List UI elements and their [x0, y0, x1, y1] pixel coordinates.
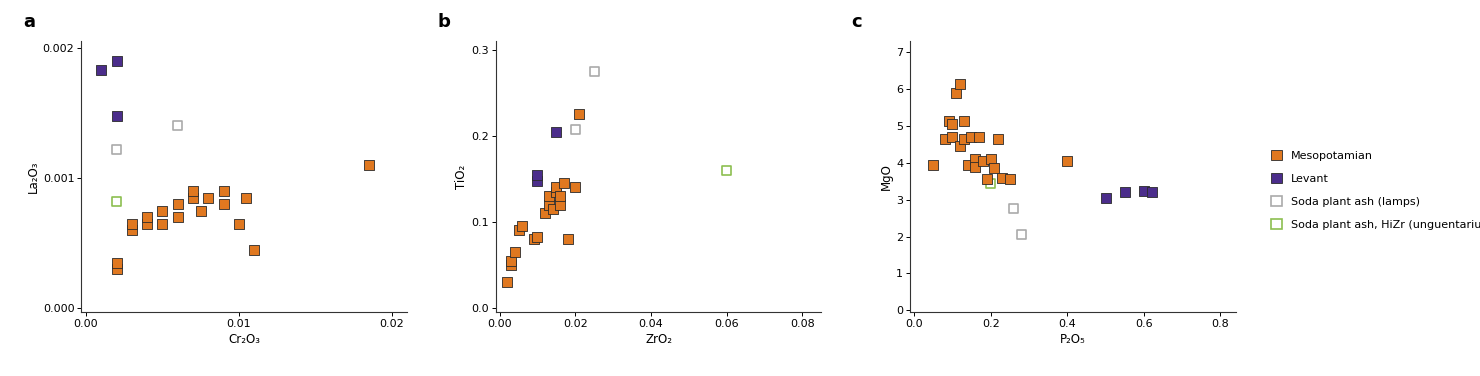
Point [135, 221, 158, 227]
Point [552, 180, 576, 186]
Point [545, 185, 568, 191]
Point [975, 176, 999, 182]
Point [1094, 195, 1117, 201]
Point [135, 214, 158, 220]
Point [564, 185, 588, 191]
Point [963, 156, 987, 162]
Point [499, 258, 522, 264]
Point [949, 81, 972, 87]
Point [949, 143, 972, 149]
Point [971, 158, 995, 164]
Point [105, 146, 129, 152]
Point [105, 266, 129, 272]
Point [583, 68, 607, 74]
Point [166, 201, 189, 207]
Point [940, 121, 963, 127]
Point [499, 262, 522, 268]
Point [533, 210, 556, 216]
Point [978, 180, 1002, 186]
Point [226, 221, 250, 227]
Point [166, 214, 189, 220]
Point [181, 194, 204, 200]
Point [987, 136, 1011, 142]
Point [715, 167, 739, 173]
Point [105, 112, 129, 118]
Point [166, 123, 189, 129]
Point [956, 162, 980, 168]
Point [357, 162, 380, 168]
Point [105, 58, 129, 64]
Point [556, 236, 580, 242]
Point [235, 194, 259, 200]
Point [978, 156, 1002, 162]
Point [932, 136, 956, 142]
Point [181, 188, 204, 194]
Point [506, 227, 530, 233]
Point [151, 221, 175, 227]
Point [963, 164, 987, 170]
X-axis label: ZrO₂: ZrO₂ [645, 333, 672, 346]
Point [540, 206, 564, 212]
Point [952, 136, 975, 142]
X-axis label: Cr₂O₃: Cr₂O₃ [228, 333, 260, 346]
Point [89, 67, 112, 73]
Point [1140, 190, 1163, 196]
Point [511, 223, 534, 229]
Point [998, 176, 1021, 182]
Point [545, 129, 568, 135]
Point [548, 202, 571, 208]
Y-axis label: La₂O₃: La₂O₃ [27, 161, 40, 193]
Y-axis label: TiO₂: TiO₂ [456, 165, 468, 189]
Point [564, 126, 588, 132]
Point [503, 249, 527, 255]
Point [151, 208, 175, 214]
Point [990, 174, 1014, 180]
Y-axis label: MgO: MgO [881, 163, 894, 190]
Point [944, 90, 968, 96]
Point [545, 189, 568, 195]
Point [525, 234, 549, 240]
Point [212, 188, 235, 194]
Point [496, 279, 519, 285]
Point [243, 247, 266, 253]
Point [212, 201, 235, 207]
Point [1055, 158, 1079, 164]
Point [189, 208, 213, 214]
Point [1113, 190, 1137, 196]
Point [968, 134, 992, 140]
Text: a: a [22, 12, 36, 30]
Point [537, 202, 561, 208]
Point [1009, 232, 1033, 238]
Point [525, 171, 549, 177]
Point [120, 221, 144, 227]
Text: b: b [437, 12, 450, 30]
Point [548, 193, 571, 199]
Point [120, 227, 144, 233]
Point [1002, 206, 1026, 212]
Point [105, 259, 129, 265]
Point [940, 134, 963, 140]
Point [959, 134, 983, 140]
Point [1132, 188, 1156, 194]
Point [567, 111, 591, 117]
Point [537, 193, 561, 199]
Point [525, 177, 549, 183]
Legend: Mesopotamian, Levant, Soda plant ash (lamps), Soda plant ash, HiZr (unguentarium: Mesopotamian, Levant, Soda plant ash (la… [1267, 147, 1480, 233]
Point [922, 162, 946, 168]
Point [952, 118, 975, 124]
Point [522, 236, 546, 242]
Point [937, 118, 961, 124]
Point [105, 199, 129, 205]
Text: c: c [851, 12, 863, 30]
Point [983, 165, 1006, 171]
X-axis label: P₂O₅: P₂O₅ [1060, 333, 1086, 346]
Point [197, 194, 221, 200]
